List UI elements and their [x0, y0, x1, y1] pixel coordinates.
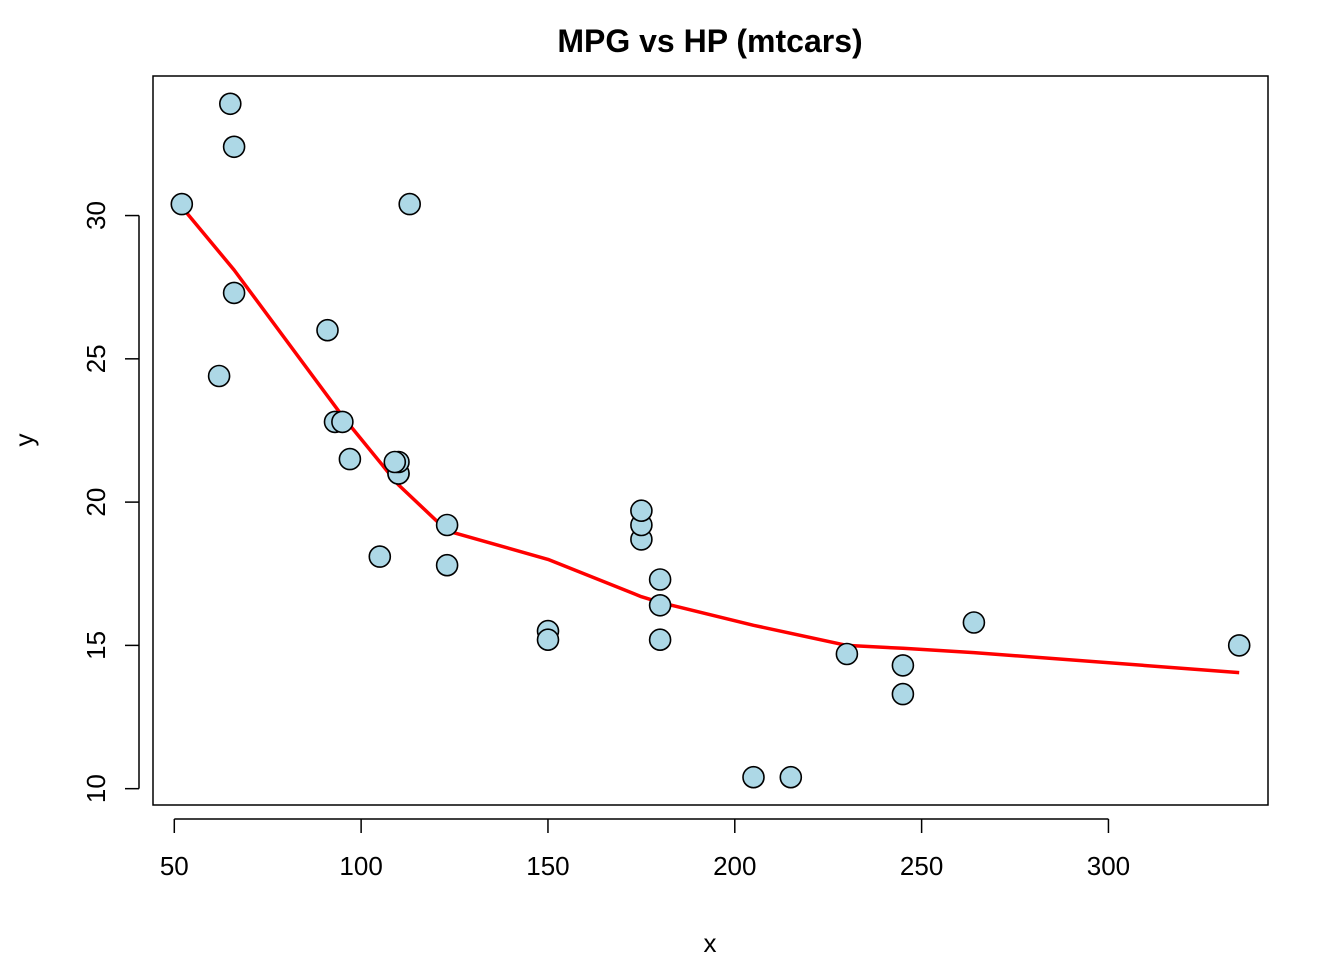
data-point: [383, 450, 407, 474]
data-point: [222, 281, 246, 305]
y-tick-label: 10: [81, 774, 111, 803]
x-axis-label: x: [704, 928, 717, 958]
data-point: [648, 568, 672, 591]
y-tick-label: 30: [81, 201, 111, 230]
data-point: [779, 765, 803, 789]
x-tick-label: 100: [339, 851, 382, 881]
smooth-line-layer: [180, 205, 1240, 675]
points-layer: [170, 92, 1251, 789]
data-point: [891, 682, 915, 706]
data-point: [338, 447, 362, 471]
y-axis-label: y: [9, 434, 39, 447]
y-tick-label: 25: [81, 344, 111, 373]
x-axis: 50 100 150 200 250 300: [160, 818, 1130, 881]
data-point: [962, 611, 986, 634]
y-tick-label: 20: [81, 488, 111, 517]
x-tick-label: 200: [713, 851, 756, 881]
data-point: [648, 593, 672, 617]
data-point: [316, 318, 339, 342]
plot-frame: [152, 75, 1269, 806]
y-axis: 10 15 20 25 30: [81, 201, 140, 803]
data-point: [835, 642, 859, 666]
x-tick-label: 300: [1087, 851, 1130, 881]
data-point: [1227, 634, 1251, 657]
data-point: [222, 135, 246, 159]
data-point: [435, 553, 459, 577]
y-tick-label: 15: [81, 631, 111, 660]
x-tick-label: 150: [526, 851, 569, 881]
x-tick-label: 50: [160, 851, 189, 881]
data-point: [170, 192, 194, 216]
data-point: [648, 628, 672, 652]
data-point: [891, 654, 915, 677]
data-point: [536, 628, 560, 652]
smooth-line: [180, 205, 1240, 675]
data-point: [207, 364, 231, 388]
data-point: [331, 410, 354, 434]
data-point: [435, 513, 459, 537]
data-point: [630, 499, 653, 523]
x-tick-label: 250: [900, 851, 943, 881]
data-point: [398, 192, 422, 216]
chart-title: MPG vs HP (mtcars): [557, 23, 862, 59]
data-point: [368, 545, 392, 568]
data-point: [219, 92, 242, 116]
data-point: [742, 765, 765, 789]
